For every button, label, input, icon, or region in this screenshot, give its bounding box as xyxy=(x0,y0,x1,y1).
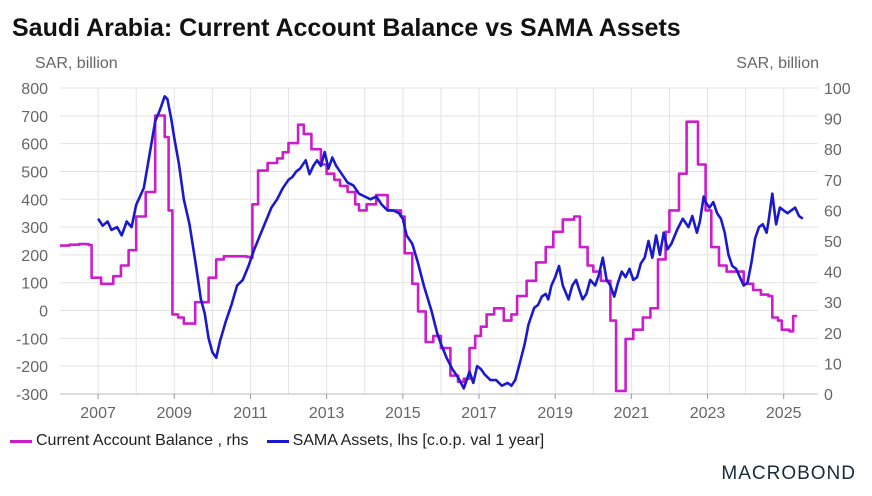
line-chart: 2007 2009 2011 2013 2015 2017 2019 2021 2023 2025… xyxy=(16,81,851,422)
x-tick-label: 2009 xyxy=(156,405,192,422)
x-axis-ticks: 2007 2009 2011 2013 2015 2017 2019 2021 2023 2025 xyxy=(80,405,801,422)
x-tick-label: 2025 xyxy=(766,405,802,422)
right-tick-label: 90 xyxy=(824,112,842,129)
series-lines xyxy=(60,95,804,393)
current-account-balance-line xyxy=(60,114,798,393)
x-tick-label: 2023 xyxy=(690,405,726,422)
right-tick-label: 80 xyxy=(824,142,842,159)
x-tick-label: 2021 xyxy=(614,405,650,422)
grid-lines xyxy=(60,87,818,399)
left-tick-label: 100 xyxy=(21,276,48,293)
x-tick-label: 2017 xyxy=(461,405,497,422)
x-tick-label: 2019 xyxy=(537,405,573,422)
left-axis-ticks: 800 700 600 500 400 300 200 100 0 -100 -200 -300 xyxy=(16,81,48,404)
left-tick-label: 600 xyxy=(21,137,48,154)
left-tick-label: 800 xyxy=(21,81,48,98)
left-tick-label: -300 xyxy=(16,387,48,404)
right-tick-label: 50 xyxy=(824,234,842,251)
left-tick-label: 400 xyxy=(21,192,48,209)
left-tick-label: -100 xyxy=(16,331,48,348)
left-tick-label: 0 xyxy=(39,304,48,321)
right-tick-label: 10 xyxy=(824,356,842,373)
legend-item-sama-assets: SAMA Assets, lhs [c.o.p. val 1 year] xyxy=(266,432,545,450)
macrobond-logo: MACROBOND xyxy=(721,463,856,484)
left-axis-unit: SAR, billion xyxy=(35,55,118,72)
left-tick-label: 200 xyxy=(21,248,48,265)
sama-assets-line xyxy=(97,95,804,390)
left-tick-label: 300 xyxy=(21,220,48,237)
right-tick-label: 100 xyxy=(824,81,851,98)
legend-label-current-account: Current Account Balance , rhs xyxy=(36,432,249,449)
left-tick-label: 500 xyxy=(21,164,48,181)
x-tick-label: 2007 xyxy=(80,405,116,422)
right-axis-unit: SAR, billion xyxy=(736,55,819,72)
right-tick-label: 70 xyxy=(824,173,842,190)
right-tick-label: 30 xyxy=(824,295,842,312)
legend: Current Account Balance , rhs SAMA Asset… xyxy=(10,432,562,450)
legend-label-sama-assets: SAMA Assets, lhs [c.o.p. val 1 year] xyxy=(292,432,545,449)
right-tick-label: 0 xyxy=(824,387,833,404)
x-tick-label: 2015 xyxy=(385,405,421,422)
left-tick-label: 700 xyxy=(21,109,48,126)
right-tick-label: 40 xyxy=(824,265,842,282)
legend-swatch-current-account xyxy=(10,439,32,443)
legend-swatch-sama-assets xyxy=(266,439,289,443)
x-tick-label: 2013 xyxy=(309,405,345,422)
x-tick-label: 2011 xyxy=(233,405,268,422)
right-tick-label: 60 xyxy=(824,203,842,220)
legend-item-current-account: Current Account Balance , rhs xyxy=(10,432,249,450)
right-tick-label: 20 xyxy=(824,326,842,343)
chart-title: Saudi Arabia: Current Account Balance vs… xyxy=(12,14,681,42)
left-tick-label: -200 xyxy=(16,359,48,376)
